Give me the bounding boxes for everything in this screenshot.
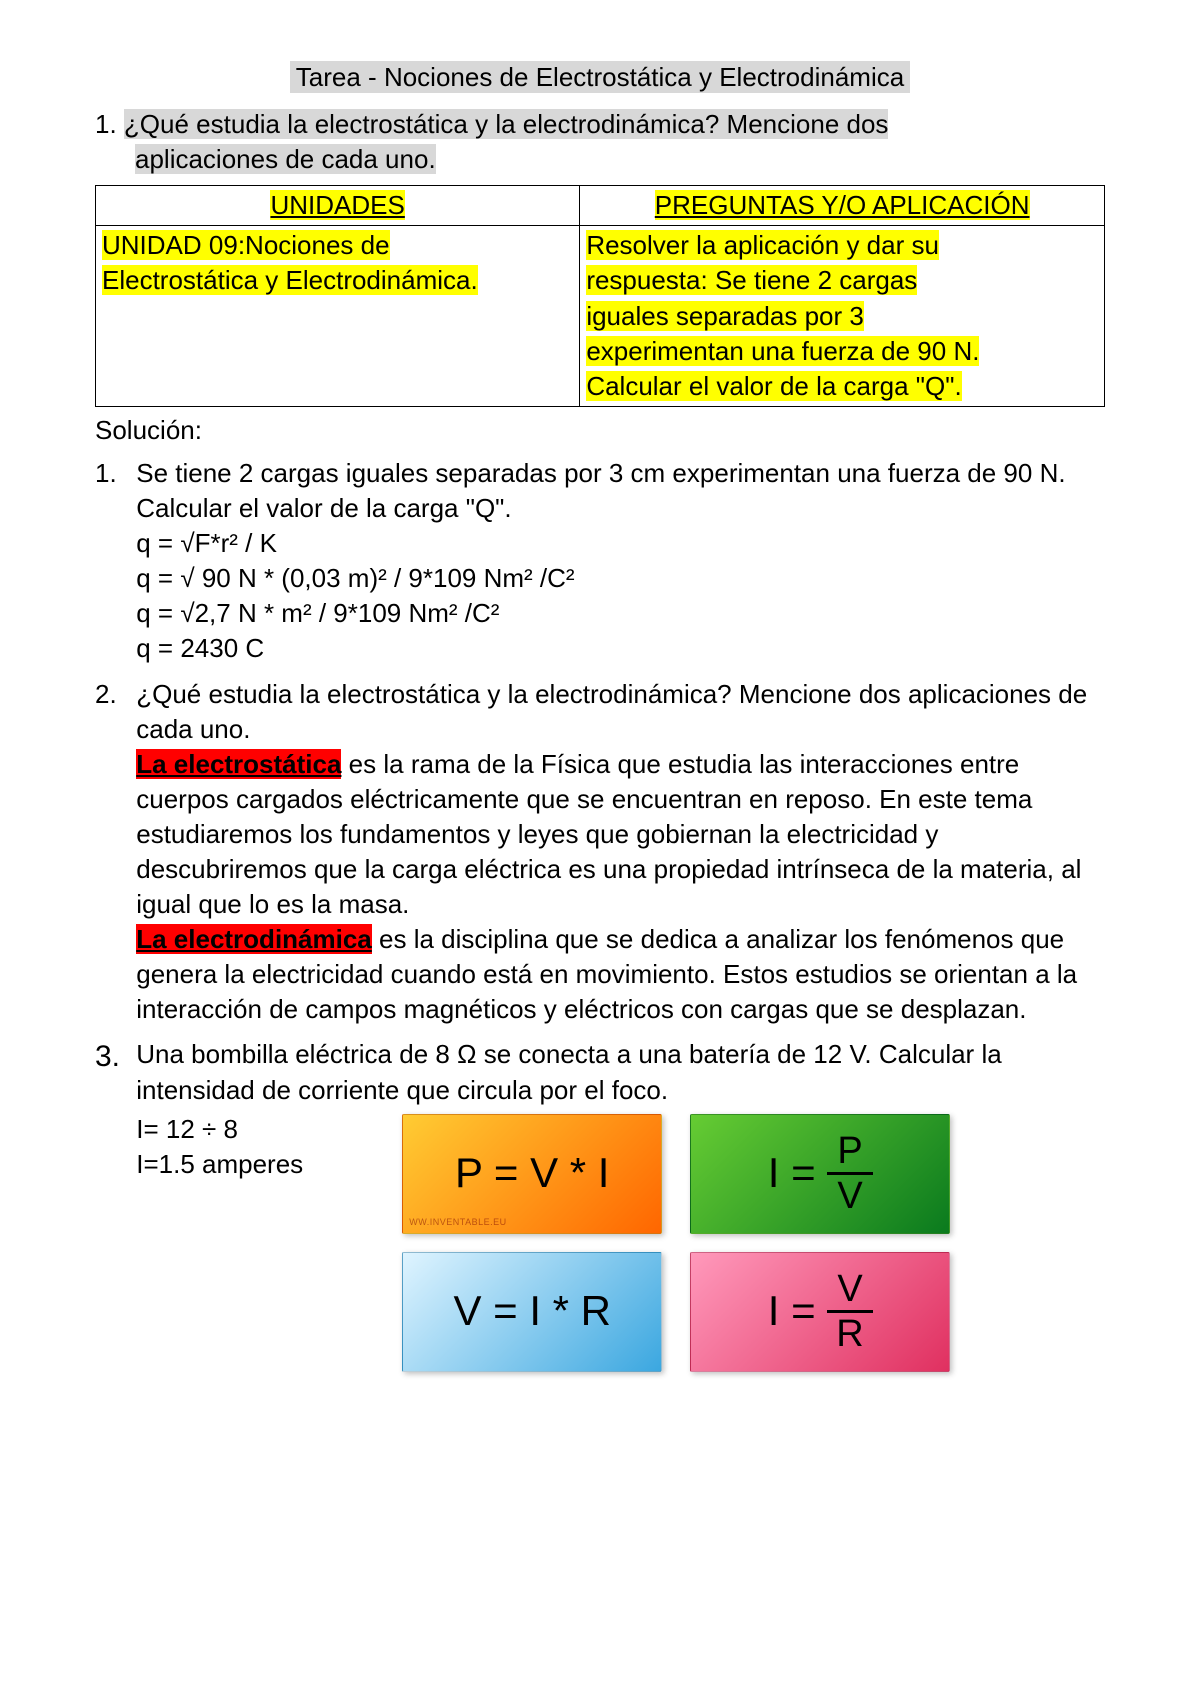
units-table: UNIDADES PREGUNTAS Y/O APLICACIÓN UNIDAD… <box>95 185 1105 407</box>
item3-body: Una bombilla eléctrica de 8 Ω se conecta… <box>130 1037 1100 1377</box>
table-cell-2: Resolver la aplicación y dar su respuest… <box>580 226 1105 406</box>
solution-label: Solución: <box>95 413 1105 448</box>
item1-number: 1. <box>95 456 123 491</box>
formula-grid: P = V * I WW.INVENTABLE.EU I = PV V = I … <box>396 1108 956 1378</box>
question-1: 1. ¿Qué estudia la electrostática y la e… <box>95 107 1105 177</box>
solution-item-3: 3. Una bombilla eléctrica de 8 Ω se cone… <box>95 1037 1105 1377</box>
solution-item-2: 2. ¿Qué estudia la electrostática y la e… <box>95 677 1105 1028</box>
q1-number: 1. <box>95 109 117 139</box>
formula-current-pv: I = PV <box>690 1114 950 1234</box>
formula-power: P = V * I WW.INVENTABLE.EU <box>402 1114 662 1234</box>
item2-body: ¿Qué estudia la electrostática y la elec… <box>130 677 1100 1028</box>
term-electrodinamica: La electrodinámica <box>136 924 372 954</box>
table-header-2: PREGUNTAS Y/O APLICACIÓN <box>580 186 1105 226</box>
q1-line1: ¿Qué estudia la electrostática y la elec… <box>124 109 889 139</box>
item1-body: Se tiene 2 cargas iguales separadas por … <box>130 456 1100 667</box>
table-header-1: UNIDADES <box>96 186 580 226</box>
q1-line2: aplicaciones de cada uno. <box>135 144 436 174</box>
page-title: Tarea - Nociones de Electrostática y Ele… <box>95 60 1105 95</box>
title-text: Tarea - Nociones de Electrostática y Ele… <box>290 61 910 93</box>
table-cell-1: UNIDAD 09:Nociones de Electrostática y E… <box>96 226 580 406</box>
item3-calc: I= 12 ÷ 8 I=1.5 amperes <box>136 1108 396 1182</box>
item2-number: 2. <box>95 677 123 712</box>
term-electrostatica: La electrostática <box>136 749 341 779</box>
solution-item-1: 1. Se tiene 2 cargas iguales separadas p… <box>95 456 1105 667</box>
item3-number: 3. <box>95 1037 123 1078</box>
formula-voltage: V = I * R <box>402 1252 662 1372</box>
formula-current-vr: I = VR <box>690 1252 950 1372</box>
